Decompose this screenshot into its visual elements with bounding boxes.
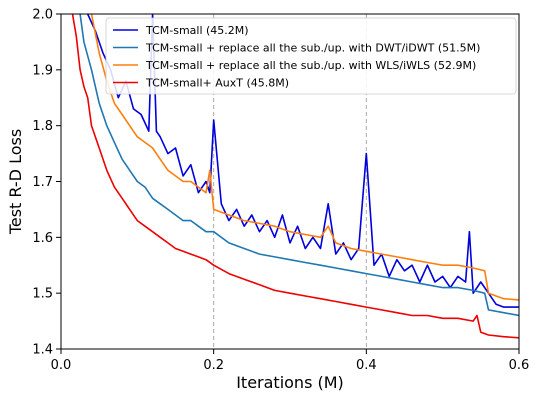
legend-label-2: TCM-small + replace all the sub./up. wit… (145, 42, 480, 55)
y-tick-label: 1.8 (32, 119, 53, 134)
x-tick-label: 0.2 (203, 358, 224, 373)
series-line-2 (79, 14, 519, 317)
legend: TCM-small (45.2M) TCM-small + replace all… (105, 17, 517, 95)
y-axis: 1.4 1.5 1.6 1.7 1.8 1.9 2.0 (32, 8, 61, 358)
x-axis-label: Iterations (M) (236, 373, 344, 392)
y-tick-label: 1.7 (32, 175, 53, 190)
y-tick-label: 1.9 (32, 63, 53, 78)
x-axis: 0.0 0.2 0.4 0.6 (51, 349, 530, 373)
y-tick-label: 1.5 (32, 287, 53, 302)
legend-label-3: TCM-small + replace all the sub./up. wit… (145, 59, 476, 72)
x-tick-label: 0.0 (51, 358, 72, 373)
y-tick-label: 1.6 (32, 231, 53, 246)
series-line-3 (90, 14, 519, 301)
series-line-4 (71, 14, 519, 339)
legend-label-4: TCM-small+ AuxT (45.8M) (145, 77, 289, 90)
legend-box (105, 17, 517, 95)
series-layer (71, 14, 519, 339)
legend-label-1: TCM-small (45.2M) (145, 24, 249, 37)
y-tick-label: 2.0 (32, 8, 53, 23)
x-tick-label: 0.6 (509, 358, 530, 373)
series-line-1 (86, 14, 519, 308)
y-tick-label: 1.4 (32, 343, 53, 358)
y-axis-label: Test R-D Loss (6, 129, 25, 235)
x-tick-label: 0.4 (356, 358, 377, 373)
